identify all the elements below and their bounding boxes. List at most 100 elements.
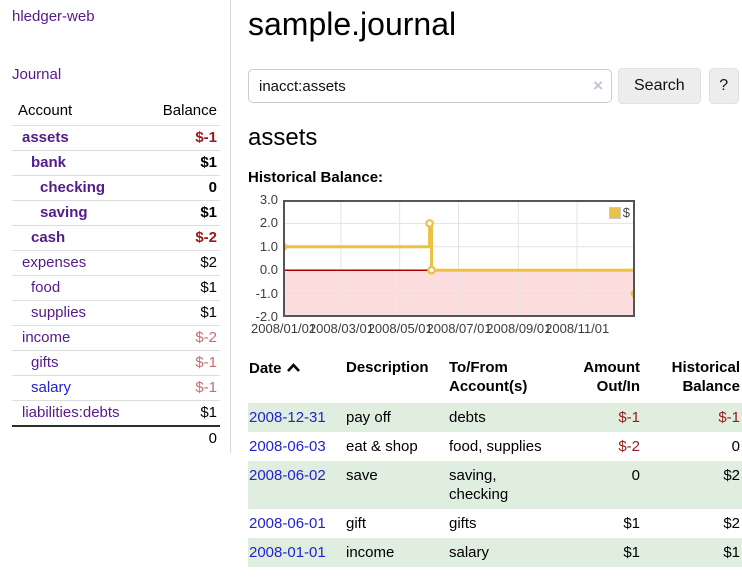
transaction-balance: 0 bbox=[731, 438, 740, 455]
register-row: 2008-06-02 save saving, checking 0 $2 bbox=[248, 461, 742, 509]
sidebar-item-journal[interactable]: Journal bbox=[12, 66, 62, 83]
transaction-date-link[interactable]: 2008-06-03 bbox=[249, 438, 326, 455]
account-link[interactable]: assets bbox=[22, 129, 69, 146]
y-tick-label: -1.0 bbox=[255, 285, 278, 301]
legend-swatch-icon bbox=[608, 206, 621, 219]
transaction-amount: $-2 bbox=[618, 438, 640, 455]
x-tick-label: 2008/05/01 bbox=[367, 321, 433, 336]
clear-search-icon[interactable]: × bbox=[593, 76, 603, 95]
transaction-date-link[interactable]: 2008-12-31 bbox=[249, 409, 326, 426]
transaction-accounts: salary bbox=[449, 544, 490, 561]
account-row: liabilities:debts $1 bbox=[12, 400, 220, 427]
description-column-header: Description bbox=[346, 359, 429, 376]
page-title: sample.journal bbox=[248, 6, 457, 42]
accounts-header-row: Account Balance bbox=[12, 99, 220, 126]
account-link[interactable]: liabilities:debts bbox=[22, 404, 120, 421]
y-tick-label: 3.0 bbox=[259, 192, 278, 207]
transaction-balance: $2 bbox=[723, 515, 740, 532]
y-tick-label: 2.0 bbox=[259, 215, 278, 231]
account-row: income $-2 bbox=[12, 325, 220, 351]
transaction-date-link[interactable]: 2008-06-02 bbox=[249, 467, 326, 484]
account-link[interactable]: income bbox=[22, 329, 71, 346]
account-link[interactable]: food bbox=[31, 279, 61, 296]
main-content: sample.journal × Search ? assets Histori… bbox=[231, 0, 742, 567]
accounts-body: assets $-1 bank $1 checking 0 saving $1 cash $-2 e… bbox=[12, 125, 220, 452]
transaction-date-link[interactable]: 2008-06-01 bbox=[249, 515, 326, 532]
transaction-accounts: saving, checking bbox=[449, 467, 509, 503]
transaction-description: save bbox=[346, 467, 378, 484]
register-row: 2008-06-01 gift gifts $1 $2 bbox=[248, 509, 742, 538]
account-link[interactable]: gifts bbox=[31, 354, 59, 371]
date-column-header[interactable]: Date bbox=[248, 356, 345, 403]
accounts-column-header: To/From Account(s) bbox=[449, 359, 528, 395]
x-tick-label: 2008/03/01 bbox=[308, 321, 374, 336]
chart-plot: 3.0 2.0 1.0 0.0 -1.0 -2.0 2008/01/01 2008/03/0… bbox=[251, 192, 635, 336]
account-row: food $1 bbox=[12, 275, 220, 301]
account-link[interactable]: expenses bbox=[22, 254, 87, 271]
transaction-description: gift bbox=[346, 515, 367, 532]
transaction-description: income bbox=[346, 544, 395, 561]
search-button[interactable]: Search bbox=[618, 68, 701, 104]
account-row: salary $-1 bbox=[12, 375, 220, 401]
app-brand-link[interactable]: hledger-web bbox=[12, 8, 95, 25]
y-tick-label: -2.0 bbox=[255, 309, 278, 324]
search-input[interactable] bbox=[248, 69, 612, 103]
account-balance: $-2 bbox=[195, 329, 217, 346]
chart-legend: $ bbox=[608, 205, 630, 220]
search-input-wrap: × bbox=[248, 69, 612, 103]
y-tick-label: 0.0 bbox=[259, 262, 278, 278]
register-row: 2008-12-31 pay off debts $-1 $-1 bbox=[248, 403, 742, 432]
transaction-balance: $1 bbox=[723, 544, 740, 561]
transaction-balance: $2 bbox=[723, 467, 740, 484]
legend-label: $ bbox=[622, 205, 630, 220]
transaction-description: eat & shop bbox=[346, 438, 418, 455]
account-link[interactable]: checking bbox=[40, 179, 106, 196]
account-link[interactable]: salary bbox=[31, 379, 72, 396]
account-row: cash $-2 bbox=[12, 225, 220, 251]
account-title: assets bbox=[248, 124, 318, 151]
account-row: supplies $1 bbox=[12, 300, 220, 326]
balance-chart-svg bbox=[283, 200, 635, 317]
account-balance: $1 bbox=[200, 154, 217, 171]
accounts-total-value: 0 bbox=[208, 430, 217, 447]
account-link[interactable]: cash bbox=[31, 229, 66, 246]
transaction-amount: $1 bbox=[623, 544, 640, 561]
transaction-date-link[interactable]: 2008-01-01 bbox=[249, 544, 326, 561]
sort-ascending-icon bbox=[286, 358, 301, 377]
accounts-total-row: 0 bbox=[12, 426, 220, 451]
x-tick-label: 2008/07/01 bbox=[426, 321, 492, 336]
app: hledger-web Journal Account Balance asse… bbox=[0, 0, 742, 567]
x-tick-label: 2008/11/01 bbox=[545, 321, 610, 336]
chart-heading: Historical Balance: bbox=[248, 169, 384, 186]
transaction-accounts: debts bbox=[449, 409, 486, 426]
account-link[interactable]: supplies bbox=[31, 304, 87, 321]
register-header-row: Date Description To/From Account(s) Amou… bbox=[248, 356, 742, 403]
help-button[interactable]: ? bbox=[708, 68, 739, 104]
account-row: assets $-1 bbox=[12, 125, 220, 151]
transaction-accounts: gifts bbox=[449, 515, 477, 532]
transaction-accounts: food, supplies bbox=[449, 438, 542, 455]
transaction-amount: $-1 bbox=[618, 409, 640, 426]
x-tick-label: 2008/01/01 bbox=[251, 321, 317, 336]
transaction-amount: $1 bbox=[623, 515, 640, 532]
account-balance: $1 bbox=[200, 204, 217, 221]
account-balance: $-2 bbox=[195, 229, 217, 246]
account-link[interactable]: bank bbox=[31, 154, 67, 171]
account-link[interactable]: saving bbox=[40, 204, 88, 221]
sidebar: hledger-web Journal Account Balance asse… bbox=[0, 0, 231, 453]
register-row: 2008-06-03 eat & shop food, supplies $-2 0 bbox=[248, 432, 742, 461]
account-row: saving $1 bbox=[12, 200, 220, 226]
account-balance: $-1 bbox=[195, 379, 217, 396]
account-balance: 0 bbox=[208, 179, 217, 196]
search-form: × Search ? bbox=[248, 68, 742, 104]
account-balance: $-1 bbox=[195, 129, 217, 146]
account-balance: $2 bbox=[200, 254, 217, 271]
account-balance: $1 bbox=[200, 404, 217, 421]
account-balance: $-1 bbox=[195, 354, 217, 371]
register-row: 2008-01-01 income salary $1 $1 bbox=[248, 538, 742, 567]
amount-column-header: Amount Out/In bbox=[583, 359, 640, 395]
account-row: checking 0 bbox=[12, 175, 220, 201]
account-balance: $1 bbox=[200, 279, 217, 296]
account-row: bank $1 bbox=[12, 150, 220, 176]
balance-column-header-register: Historical Balance bbox=[671, 359, 740, 395]
